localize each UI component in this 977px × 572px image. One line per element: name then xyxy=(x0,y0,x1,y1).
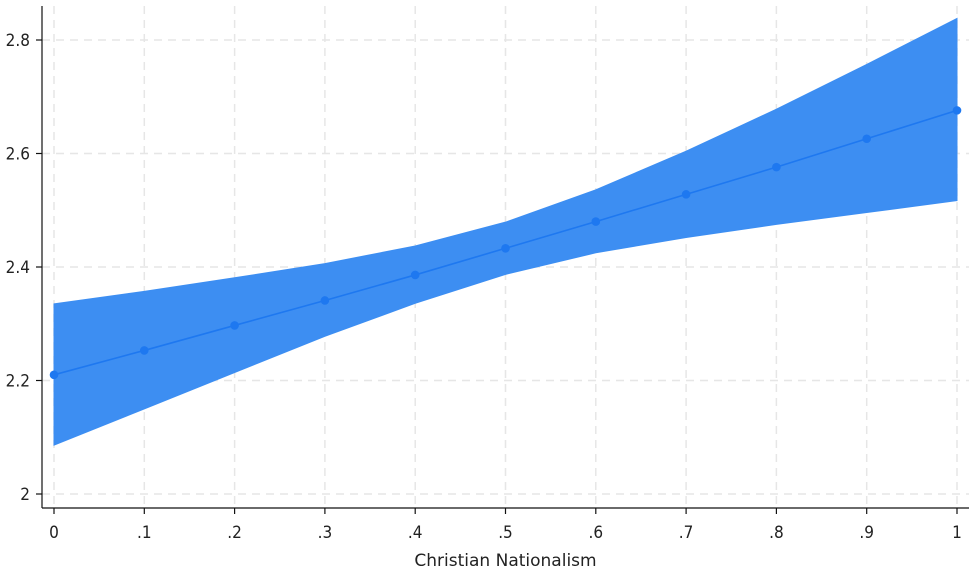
x-tick-label-3: .3 xyxy=(318,523,333,543)
x-tick-label-7: .7 xyxy=(679,523,694,543)
x-axis-title: Christian Nationalism xyxy=(414,551,596,571)
y-tick-label-2: 2.4 xyxy=(6,258,30,278)
x-tick-label-2: .2 xyxy=(227,523,242,543)
data-point-4 xyxy=(410,270,420,280)
data-point-9 xyxy=(862,134,871,144)
y-tick-label-0: 2 xyxy=(20,485,30,505)
x-tick-label-5: .5 xyxy=(498,523,513,543)
x-tick-label-0: 0 xyxy=(49,523,59,543)
x-tick-label-9: .9 xyxy=(859,523,874,543)
confidence-band xyxy=(53,17,958,446)
data-point-0 xyxy=(49,370,59,380)
data-point-2 xyxy=(230,321,239,330)
confidence-band-layer xyxy=(53,17,958,446)
data-point-8 xyxy=(772,162,781,172)
x-tick-label-8: .8 xyxy=(769,523,784,543)
y-tick-label-3: 2.6 xyxy=(6,145,30,165)
ticks: 0 .1 .2 .3 .4 .5 .6 .7 .8 .9 1 2 2.2 2.4 2.6 2.8 xyxy=(6,31,962,543)
data-point-5 xyxy=(501,243,510,253)
data-point-10 xyxy=(952,106,962,115)
data-point-7 xyxy=(681,190,691,199)
x-tick-label-4: .4 xyxy=(408,523,423,543)
series-markers-layer xyxy=(49,106,962,380)
x-tick-label-10: 1 xyxy=(952,523,962,543)
data-point-1 xyxy=(140,346,149,355)
y-tick-label-1: 2.2 xyxy=(6,372,30,392)
data-point-6 xyxy=(591,217,601,226)
x-tick-label-6: .6 xyxy=(589,523,604,543)
x-tick-label-1: .1 xyxy=(137,523,152,543)
y-tick-label-4: 2.8 xyxy=(6,31,30,51)
data-point-3 xyxy=(320,296,330,305)
